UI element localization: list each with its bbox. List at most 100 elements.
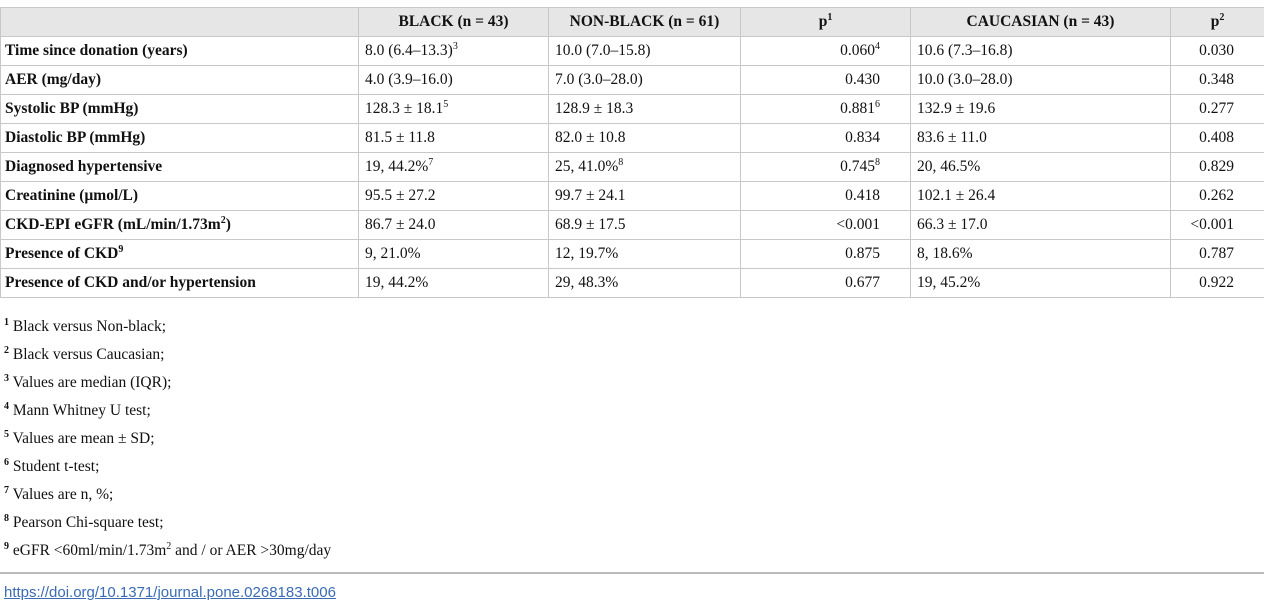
text: 0.829 [1199,158,1234,175]
text: 0.787 [1199,245,1234,262]
text: Systolic BP (mmHg) [5,100,139,117]
text: 0.745 [840,158,875,175]
text: 19, 45.2% [917,274,981,291]
table-cell: 0.262 [1170,181,1264,211]
superscript: 1 [827,11,833,23]
row-label: Time since donation (years) [0,36,359,66]
superscript: 2 [166,540,172,552]
table-cell: 128.3 ± 18.15 [358,94,549,124]
table-cell: 10.0 (3.0–28.0) [910,65,1171,95]
table-row: Creatinine (µmol/L) 95.5 ± 27.2 99.7 ± 24.… [0,181,1264,211]
row-label: AER (mg/day) [0,65,359,95]
superscript: 5 [443,98,449,110]
text: 81.5 ± 11.8 [365,129,435,146]
superscript: 2 [220,214,226,226]
text: 10.0 (3.0–28.0) [917,71,1013,88]
footnote: 3 Values are median (IQR); [4,369,331,397]
table-cell: 81.5 ± 11.8 [358,123,549,153]
text: 0.030 [1199,42,1234,59]
table-cell: 0.8816 [740,94,911,124]
footnote-mark: 8 [4,512,9,524]
table-row: Presence of CKD and/or hypertension 19, 4… [0,268,1264,298]
table-cell: 0.408 [1170,123,1264,153]
table-cell: 95.5 ± 27.2 [358,181,549,211]
footnote: 1 Black versus Non-black; [4,313,331,341]
text: 0.060 [840,42,875,59]
text: 99.7 ± 24.1 [555,187,626,204]
table-cell: 25, 41.0%8 [548,152,741,182]
table-cell: 0.277 [1170,94,1264,124]
footnote-mark: 3 [4,372,9,384]
superscript: 8 [875,156,880,168]
table-cell: 0.922 [1170,268,1264,298]
header-cell: p2 [1170,7,1264,37]
table-cell: 132.9 ± 19.6 [910,94,1171,124]
footnote: 7 Values are n, %; [4,481,331,509]
table-cell: 66.3 ± 17.0 [910,210,1171,240]
text: 95.5 ± 27.2 [365,187,436,204]
text: Diastolic BP (mmHg) [5,129,146,146]
text: Black versus Non-black; [12,318,167,335]
superscript: 9 [118,243,124,255]
text: 7.0 (3.0–28.0) [555,71,643,88]
table-cell: 99.7 ± 24.1 [548,181,741,211]
text: 0.277 [1199,100,1234,117]
text: 66.3 ± 17.0 [917,216,988,233]
text: Time since donation (years) [5,42,188,59]
doi-link[interactable]: https://doi.org/10.1371/journal.pone.026… [4,584,336,601]
superscript: 6 [875,98,880,110]
text: Values are median (IQR); [12,374,172,391]
text: Creatinine (µmol/L) [5,187,139,204]
text: CAUCASIAN (n = 43) [966,13,1115,30]
header-cell [0,7,359,37]
table-cell: 10.0 (7.0–15.8) [548,36,741,66]
table-cell: 82.0 ± 10.8 [548,123,741,153]
table-row: CKD-EPI eGFR (mL/min/1.73m2) 86.7 ± 24.0 6… [0,210,1264,240]
header-cell: CAUCASIAN (n = 43) [910,7,1171,37]
table-cell: 29, 48.3% [548,268,741,298]
table-cell: 19, 45.2% [910,268,1171,298]
text: p [818,13,828,30]
text: 0.881 [840,100,875,117]
table-cell: 7.0 (3.0–28.0) [548,65,741,95]
table-cell: 86.7 ± 24.0 [358,210,549,240]
table-row: Systolic BP (mmHg) 128.3 ± 18.15 128.9 ± 1… [0,94,1264,124]
row-label: Creatinine (µmol/L) [0,181,359,211]
superscript: 2 [1219,11,1225,23]
table-cell: 8, 18.6% [910,239,1171,269]
text: <0.001 [1190,216,1234,233]
row-label: Diastolic BP (mmHg) [0,123,359,153]
text: 8.0 (6.4–13.3) [365,42,453,59]
text: 29, 48.3% [555,274,619,291]
text: BLACK (n = 43) [398,13,509,30]
table-cell: 0.030 [1170,36,1264,66]
table-row: Presence of CKD9 9, 21.0% 12, 19.7% 0.875 8,… [0,239,1264,269]
table-cell: 102.1 ± 26.4 [910,181,1171,211]
text: 68.9 ± 17.5 [555,216,626,233]
table-cell: 0.7458 [740,152,911,182]
table-cell: <0.001 [740,210,911,240]
text: Pearson Chi-square test; [12,514,164,531]
text: 128.3 ± 18.1 [365,100,444,117]
text: Mann Whitney U test; [12,402,151,419]
table-cell: 12, 19.7% [548,239,741,269]
table-cell: 0.829 [1170,152,1264,182]
table-cell: <0.001 [1170,210,1264,240]
table-cell: 4.0 (3.9–16.0) [358,65,549,95]
text: AER (mg/day) [5,71,102,88]
table-cell: 0.348 [1170,65,1264,95]
text: p [1210,13,1220,30]
text: ) [225,216,231,233]
row-label: Presence of CKD9 [0,239,359,269]
text: Values are mean ± SD; [12,430,155,447]
text: NON-BLACK (n = 61) [569,13,720,30]
table-cell: 10.6 (7.3–16.8) [910,36,1171,66]
table-cell: 0.834 [740,123,911,153]
text: Black versus Caucasian; [12,346,165,363]
superscript: 7 [428,156,434,168]
text: 0.430 [845,71,880,88]
text: 0.418 [845,187,880,204]
row-label: Presence of CKD and/or hypertension [0,268,359,298]
table-cell: 0.430 [740,65,911,95]
